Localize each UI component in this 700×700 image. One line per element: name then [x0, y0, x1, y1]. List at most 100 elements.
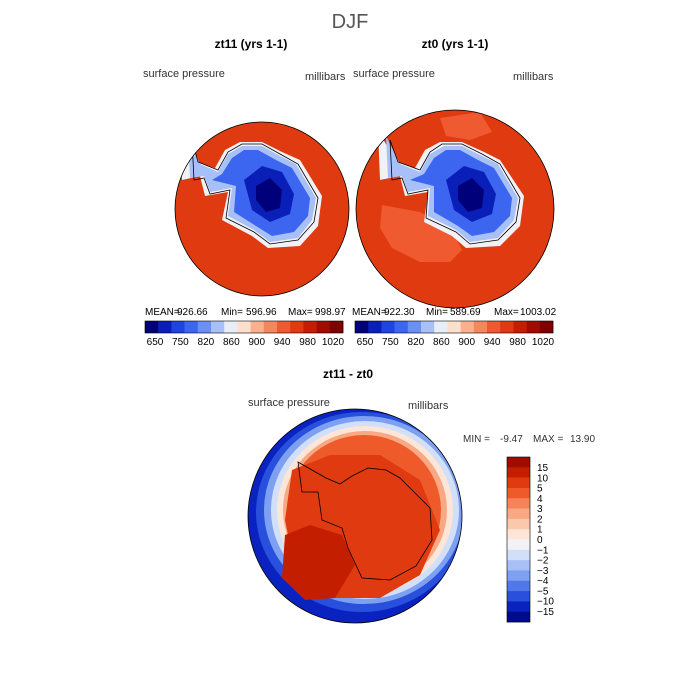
panel-zt0: zt0 (yrs 1-1) surface pressure millibars… [352, 37, 557, 348]
colorbar-swatch [381, 321, 395, 333]
mean-value: 926.66 [177, 307, 208, 318]
colorbar-swatch [507, 487, 530, 499]
min-value: 589.69 [450, 307, 481, 318]
colorbar-swatch [171, 321, 185, 333]
contour-max [282, 525, 355, 600]
panel-title: zt11 - zt0 [323, 367, 373, 381]
colorbar-swatch [290, 321, 304, 333]
min-label: Min= [221, 307, 243, 318]
max-value: 998.97 [315, 307, 346, 318]
colorbar-tick-label: 940 [484, 337, 501, 348]
stats-line: MIN = -9.47 MAX = 13.90 [463, 434, 595, 445]
colorbar-tick-label: −4 [537, 576, 549, 587]
colorbar-tick-label: 860 [223, 337, 240, 348]
colorbar-frame [144, 320, 344, 334]
panel-zt11: zt11 (yrs 1-1) surface pressure millibar… [143, 37, 350, 348]
colorbar-swatch [329, 321, 344, 333]
colorbar-swatch [145, 321, 159, 333]
colorbar-swatch [447, 321, 461, 333]
colorbar-tick-label: 650 [147, 337, 164, 348]
contour-orange [440, 112, 492, 140]
map-border [247, 408, 463, 624]
colorbar-swatch [507, 518, 530, 530]
max-label: Max= [494, 307, 519, 318]
colorbar-swatch [507, 591, 530, 602]
min-value: -9.47 [500, 434, 523, 445]
colorbar-tick-label: 750 [172, 337, 189, 348]
mean-label: MEAN= [352, 307, 387, 318]
colorbar-swatch [394, 321, 409, 333]
colorbar-tick-label: 900 [248, 337, 265, 348]
colorbar-swatch [237, 321, 251, 333]
colorbar-swatch [487, 321, 501, 333]
colorbar-tick-label: 1 [537, 525, 543, 536]
variable-label: surface pressure [248, 397, 330, 409]
colorbar-tick-label: −2 [537, 556, 549, 567]
colorbar-swatch [368, 321, 382, 333]
colorbar-swatch [355, 321, 369, 333]
coastline [191, 139, 319, 245]
colorbar-tick-label: 940 [274, 337, 291, 348]
colorbar-swatch [303, 321, 317, 333]
colorbar-tick-label: −3 [537, 566, 549, 577]
contour-orange [380, 205, 462, 262]
variable-label: surface pressure [143, 68, 225, 80]
panel-title: zt11 (yrs 1-1) [215, 37, 288, 51]
colorbar-swatch [500, 321, 514, 333]
colorbar-tick-label: 15 [537, 463, 549, 474]
colorbar-swatch [197, 321, 212, 333]
colorbar-swatch [507, 477, 530, 489]
colorbar-tick-label: 980 [509, 337, 526, 348]
colorbar-swatch [507, 560, 530, 571]
colorbar-swatch [277, 321, 291, 333]
colorbar-tick-label: 980 [299, 337, 316, 348]
colorbar-swatch [507, 611, 530, 623]
polar-map [248, 409, 462, 623]
contour-darkest [256, 178, 282, 212]
colorbar-swatch [507, 529, 530, 540]
colorbar-swatch [211, 321, 225, 333]
variable-label: surface pressure [353, 68, 435, 80]
colorbar-swatch [507, 570, 530, 582]
colorbar-swatch [539, 321, 554, 333]
colorbar-swatch [434, 321, 448, 333]
colorbar-swatch [507, 498, 530, 509]
colorbar: 650 750 820 860 900 940 980 1020 [144, 320, 345, 348]
colorbar-tick-label: 10 [537, 473, 549, 484]
colorbar-tick-label: 5 [537, 484, 543, 495]
colorbar-tick-label: 0 [537, 535, 543, 546]
units-label: millibars [513, 71, 554, 83]
polar-map [356, 110, 554, 308]
colorbar-swatch [513, 321, 527, 333]
map-border [174, 121, 350, 297]
panel-title: zt0 (yrs 1-1) [422, 37, 489, 51]
colorbar-swatch [250, 321, 265, 333]
colorbar-tick-label: 750 [382, 337, 399, 348]
max-label: Max= [288, 307, 313, 318]
panel-difference: zt11 - zt0 surface pressure millibars MI… [247, 367, 595, 624]
colorbar-tick-label: −5 [537, 586, 549, 597]
colorbar-tick-label: −1 [537, 545, 549, 556]
colorbar-frame [354, 320, 554, 334]
polar-map [175, 122, 349, 296]
colorbar-tick-label: 900 [458, 337, 475, 348]
colorbar-tick-label: 1020 [532, 337, 555, 348]
coastline [389, 139, 521, 245]
colorbar-frame [506, 456, 531, 623]
mean-value: 922.30 [384, 307, 415, 318]
colorbar-swatch [507, 508, 530, 520]
colorbar-tick-label: 820 [198, 337, 215, 348]
colorbar-swatch [407, 321, 422, 333]
units-label: millibars [408, 400, 449, 412]
min-label: Min= [426, 307, 448, 318]
page-title: DJF [332, 11, 369, 33]
colorbar-tick-label: 1020 [322, 337, 345, 348]
contour-darkest [458, 178, 484, 212]
colorbar-swatch [224, 321, 238, 333]
colorbar-tick-label: −10 [537, 597, 554, 608]
stats-line: MEAN= 922.30 Min= 589.69 Max= 1003.02 [352, 307, 557, 318]
min-value: 596.96 [246, 307, 277, 318]
min-label: MIN = [463, 434, 490, 445]
units-label: millibars [305, 71, 346, 83]
